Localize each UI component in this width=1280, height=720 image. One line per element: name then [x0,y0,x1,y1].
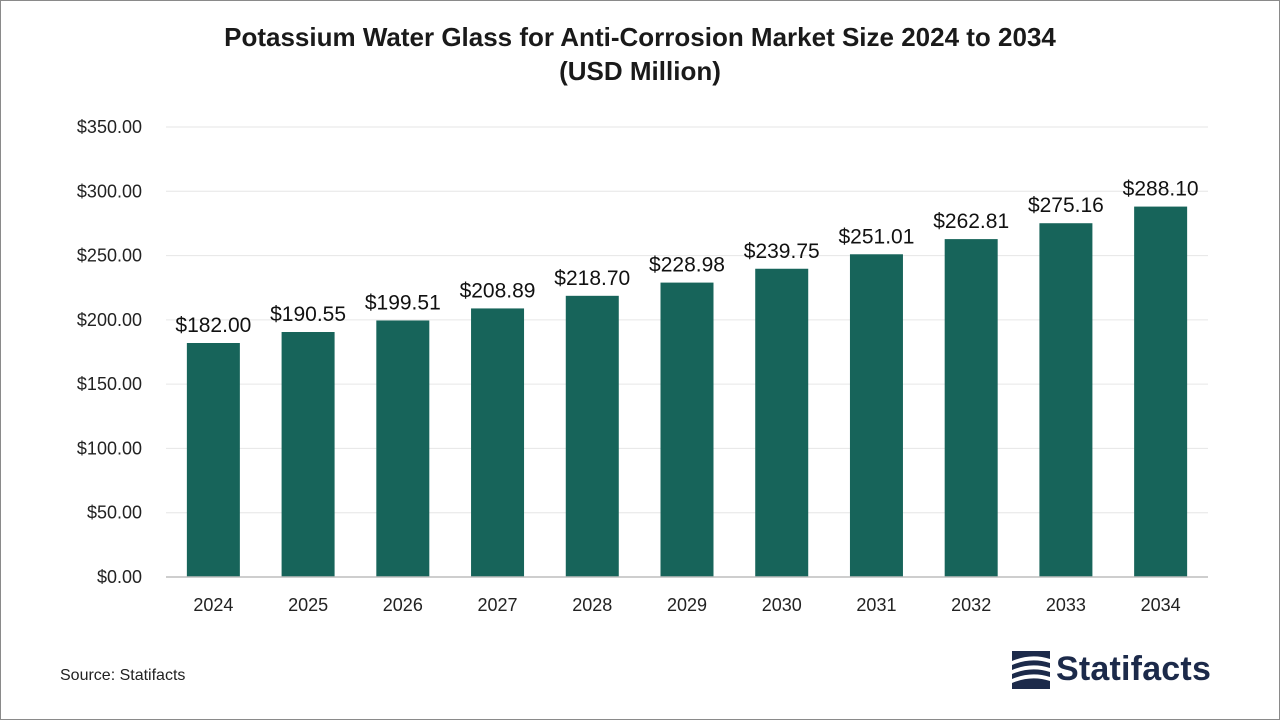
y-tick-label: $100.00 [77,438,142,458]
source-note: Source: Statifacts [60,667,186,684]
bar [944,239,998,577]
data-label: $239.75 [744,240,820,263]
bar [849,254,903,577]
bar [1039,223,1093,578]
y-tick-label: $300.00 [77,181,142,201]
data-label: $182.00 [175,314,251,337]
x-tick-label: 2029 [667,595,707,615]
bar [1134,206,1188,578]
y-tick-label: $0.00 [97,567,142,587]
x-tick-label: 2027 [478,595,518,615]
y-tick-label: $50.00 [87,503,142,523]
x-tick-label: 2034 [1141,595,1181,615]
x-tick-label: 2032 [951,595,991,615]
data-label: $190.55 [270,303,346,326]
bar [186,343,240,577]
chart-title-line-2: (USD Million) [559,56,721,86]
y-tick-label: $150.00 [77,374,142,394]
data-label: $199.51 [365,291,441,314]
x-tick-label: 2028 [572,595,612,615]
x-tick-label: 2025 [288,595,328,615]
bar [281,332,335,577]
x-tick-label: 2030 [762,595,802,615]
data-label: $228.98 [649,254,725,277]
statifacts-logo-icon [1012,650,1050,689]
data-label: $218.70 [554,267,630,290]
y-tick-label: $350.00 [77,117,142,137]
x-tick-label: 2024 [193,595,233,615]
y-tick-label: $250.00 [77,246,142,266]
x-tick-label: 2033 [1046,595,1086,615]
bar [755,268,809,577]
x-tick-label: 2026 [383,595,423,615]
x-tick-label: 2031 [856,595,896,615]
data-label: $251.01 [838,225,914,248]
data-label: $262.81 [933,210,1009,233]
data-label: $208.89 [460,279,536,302]
y-tick-label: $200.00 [77,310,142,330]
brand-name: Statifacts [1056,650,1212,688]
brand-logo: Statifacts [1012,650,1211,689]
bar [376,320,430,577]
data-label: $288.10 [1123,178,1199,201]
bar [565,295,619,577]
bar [660,282,714,577]
data-label: $275.16 [1028,194,1104,217]
chart-title: Potassium Water Glass for Anti-Corrosion… [0,20,1280,88]
chart-title-line-1: Potassium Water Glass for Anti-Corrosion… [224,22,1056,52]
bar [471,308,525,577]
